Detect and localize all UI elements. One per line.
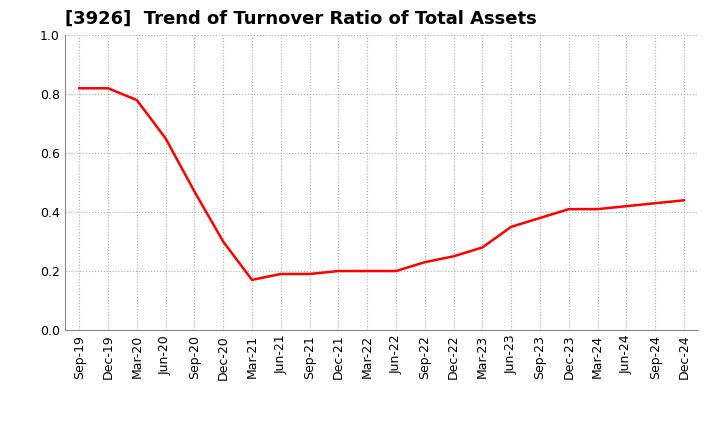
Text: [3926]  Trend of Turnover Ratio of Total Assets: [3926] Trend of Turnover Ratio of Total … — [65, 10, 536, 28]
